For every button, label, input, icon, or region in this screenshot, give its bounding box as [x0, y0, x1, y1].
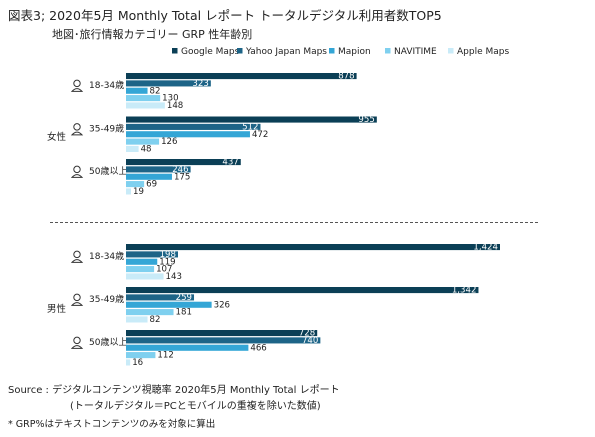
bar-mapion [126, 173, 172, 180]
person-icon [70, 123, 84, 136]
bar-value-label: 326 [214, 300, 230, 310]
legend-swatch-navitime [385, 48, 391, 54]
bar-value-label: 143 [166, 272, 182, 282]
legend-label-yahoo-japan-maps: Yahoo Japan Maps [245, 47, 327, 57]
bar-mapion [126, 87, 148, 94]
bar-value-label: 740 [302, 336, 318, 346]
bar-apple-maps [126, 102, 165, 109]
age-label: 18-34歳 [89, 79, 124, 91]
bar-mapion [126, 301, 212, 308]
bar-value-label: 112 [157, 351, 173, 361]
age-label: 35-49歳 [89, 293, 124, 305]
bar-value-label: 69 [146, 180, 157, 190]
chart-subtitle: 地図･旅行情報カテゴリー GRP 性年齢別 [52, 27, 252, 41]
bar-google-maps [126, 287, 479, 294]
legend-swatch-google-maps [172, 48, 178, 54]
person-icon [70, 293, 84, 306]
source-line-1: Source : デジタルコンテンツ視聴率 2020年5月 Monthly To… [8, 383, 340, 396]
bar-apple-maps [126, 188, 131, 195]
bar-google-maps [126, 244, 500, 251]
bar-yahoo-japan-maps [126, 80, 211, 87]
bar-mapion [126, 131, 250, 138]
legend-label-apple-maps: Apple Maps [457, 47, 509, 57]
bar-yahoo-japan-maps [126, 251, 179, 258]
bar-navitime [126, 138, 160, 145]
bar-google-maps [126, 116, 377, 123]
bar-google-maps [126, 330, 318, 337]
bar-apple-maps [126, 316, 148, 323]
bar-google-maps [126, 73, 357, 80]
bar-yahoo-japan-maps [126, 337, 321, 344]
bar-yahoo-japan-maps [126, 123, 261, 130]
bar-mapion [126, 258, 158, 265]
bar-value-label: 16 [132, 358, 143, 368]
age-label: 50歳以上 [89, 336, 127, 348]
bar-yahoo-japan-maps [126, 166, 191, 173]
age-label: 18-34歳 [89, 250, 124, 262]
bar-value-label: 1,342 [452, 286, 477, 296]
bar-value-label: 119 [159, 257, 175, 267]
legend-swatch-mapion [329, 48, 335, 54]
legend-label-mapion: Mapion [338, 47, 371, 57]
bar-value-label: 130 [162, 94, 178, 104]
person-icon [70, 250, 84, 263]
bar-value-label: 323 [192, 79, 208, 89]
source-line-2: (トータルデジタル＝PCとモバイルの重複を除いた数値) [70, 399, 321, 412]
bar-value-label: 198 [160, 250, 176, 260]
chart-title: 図表3; 2020年5月 Monthly Total レポート トータルデジタル… [8, 8, 442, 23]
bar-value-label: 437 [222, 158, 238, 168]
legend-swatch-yahoo-japan-maps [237, 48, 243, 54]
bar-value-label: 955 [358, 115, 374, 125]
bar-value-label: 19 [133, 187, 144, 197]
bar-value-label: 82 [150, 86, 161, 96]
bar-value-label: 728 [299, 329, 315, 339]
bar-google-maps [126, 159, 241, 166]
bar-value-label: 82 [150, 315, 161, 325]
person-icon [70, 79, 84, 92]
bar-value-label: 48 [141, 145, 152, 155]
bar-mapion [126, 344, 249, 351]
age-label: 35-49歳 [89, 122, 124, 134]
legend-label-google-maps: Google Maps [181, 47, 240, 57]
bar-navitime [126, 309, 174, 316]
bar-value-label: 175 [174, 172, 190, 182]
bar-yahoo-japan-maps [126, 294, 195, 301]
footnote: * GRP%はテキストコンテンツのみを対象に算出 [8, 418, 215, 430]
bar-value-label: 246 [172, 165, 188, 175]
bar-value-label: 512 [242, 122, 258, 132]
age-label: 50歳以上 [89, 165, 127, 177]
bar-value-label: 878 [338, 72, 354, 82]
bar-value-label: 472 [252, 130, 268, 140]
bar-apple-maps [126, 359, 131, 366]
bar-apple-maps [126, 145, 139, 152]
bar-navitime [126, 95, 161, 102]
bar-navitime [126, 181, 145, 188]
plot-area: 女性18-34歳8783238213014835-49歳955512472126… [47, 72, 500, 368]
legend-swatch-apple-maps [448, 48, 454, 54]
bar-navitime [126, 266, 155, 273]
bar-value-label: 148 [167, 101, 183, 111]
bar-value-label: 126 [161, 137, 177, 147]
bar-value-label: 107 [156, 265, 172, 275]
bar-value-label: 1,424 [473, 243, 498, 253]
gender-label-0: 女性 [47, 131, 67, 143]
bar-value-label: 259 [176, 293, 192, 303]
bar-value-label: 466 [250, 343, 266, 353]
person-icon [70, 165, 84, 178]
legend-label-navitime: NAVITIME [394, 47, 437, 57]
gender-label-1: 男性 [47, 303, 67, 315]
bar-value-label: 181 [176, 308, 192, 318]
bar-apple-maps [126, 273, 164, 280]
person-icon [70, 336, 84, 349]
bar-navitime [126, 352, 156, 359]
legend: Google Maps Yahoo Japan Maps Mapion NAVITIM… [172, 47, 509, 57]
